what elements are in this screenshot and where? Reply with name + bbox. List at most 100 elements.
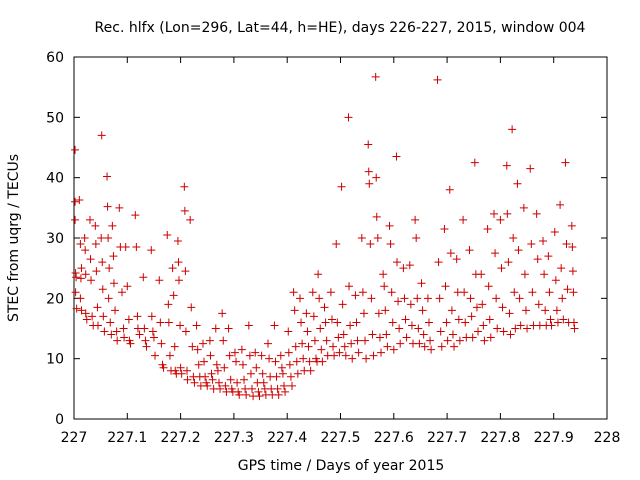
data-point (499, 327, 508, 336)
data-point (385, 221, 394, 230)
data-point (381, 306, 390, 315)
data-point (188, 342, 197, 351)
data-point (139, 273, 148, 282)
data-point (198, 339, 207, 348)
data-point (405, 261, 414, 270)
data-point (424, 318, 433, 327)
data-point (155, 276, 164, 285)
data-point (173, 237, 182, 246)
data-point (169, 291, 178, 300)
data-point (238, 360, 247, 369)
data-point (181, 327, 190, 336)
data-point (295, 294, 304, 303)
data-point (277, 363, 286, 372)
data-point (426, 336, 435, 345)
x-tick-label: 227.8 (480, 430, 520, 446)
data-point (141, 336, 150, 345)
data-point (302, 309, 311, 318)
data-point (478, 300, 487, 309)
data-point (284, 348, 293, 357)
data-point (442, 318, 451, 327)
data-point (339, 330, 348, 339)
data-point (371, 72, 380, 81)
data-point (470, 158, 479, 167)
data-point (445, 185, 454, 194)
data-point (259, 378, 268, 387)
data-point (447, 306, 456, 315)
data-point (291, 342, 300, 351)
data-point (104, 234, 113, 242)
data-point (187, 303, 196, 312)
y-tick-label: 10 (46, 352, 64, 368)
x-tick-label: 227.3 (214, 430, 254, 446)
data-point (320, 303, 329, 312)
data-point (104, 294, 113, 303)
data-point (503, 209, 512, 218)
data-point (332, 240, 341, 249)
data-point (366, 240, 375, 249)
data-point (506, 330, 515, 339)
data-point (374, 309, 383, 318)
data-point (105, 264, 114, 273)
data-point (505, 309, 514, 318)
data-point (216, 384, 225, 393)
data-point (132, 243, 141, 252)
data-point (419, 330, 428, 339)
data-point (521, 306, 530, 315)
data-point (131, 211, 140, 220)
data-point (289, 288, 298, 297)
data-point (72, 304, 81, 313)
data-point (182, 366, 191, 375)
data-point (270, 321, 279, 330)
data-point (353, 336, 362, 345)
data-point (472, 303, 481, 312)
data-point (93, 303, 102, 312)
data-point (379, 270, 388, 279)
data-point (71, 268, 80, 277)
data-point (240, 375, 249, 384)
data-point (274, 390, 283, 399)
data-point (109, 279, 118, 288)
data-point (309, 312, 318, 321)
data-point (213, 366, 222, 375)
data-point (461, 318, 470, 327)
data-point (92, 267, 101, 276)
data-point (77, 264, 86, 273)
data-point (317, 345, 326, 354)
data-point (233, 378, 242, 387)
data-point (528, 288, 537, 297)
data-point (286, 372, 295, 381)
data-point (526, 164, 535, 173)
data-point (402, 333, 411, 342)
data-point (474, 327, 483, 336)
data-point (534, 300, 543, 309)
data-point (383, 342, 392, 351)
data-point (406, 300, 415, 309)
data-point (147, 246, 156, 255)
data-point (490, 209, 499, 218)
data-point (284, 327, 293, 336)
data-point (251, 348, 260, 357)
data-point (498, 303, 507, 312)
data-point (513, 179, 522, 188)
plot-area (73, 56, 608, 420)
data-point (180, 182, 189, 191)
data-point (142, 342, 151, 351)
data-point (454, 315, 463, 324)
data-point (321, 318, 330, 327)
data-point (225, 351, 234, 360)
data-point (285, 360, 294, 369)
data-point (201, 372, 210, 381)
data-point (255, 392, 264, 401)
data-point (527, 240, 536, 249)
data-point (72, 273, 81, 282)
data-point (235, 390, 244, 399)
data-point (477, 270, 486, 279)
data-point (515, 294, 524, 303)
data-point (446, 249, 455, 258)
data-point (394, 297, 403, 306)
data-point (539, 237, 548, 246)
x-tick-label: 228 (594, 430, 621, 446)
data-point (352, 318, 361, 327)
